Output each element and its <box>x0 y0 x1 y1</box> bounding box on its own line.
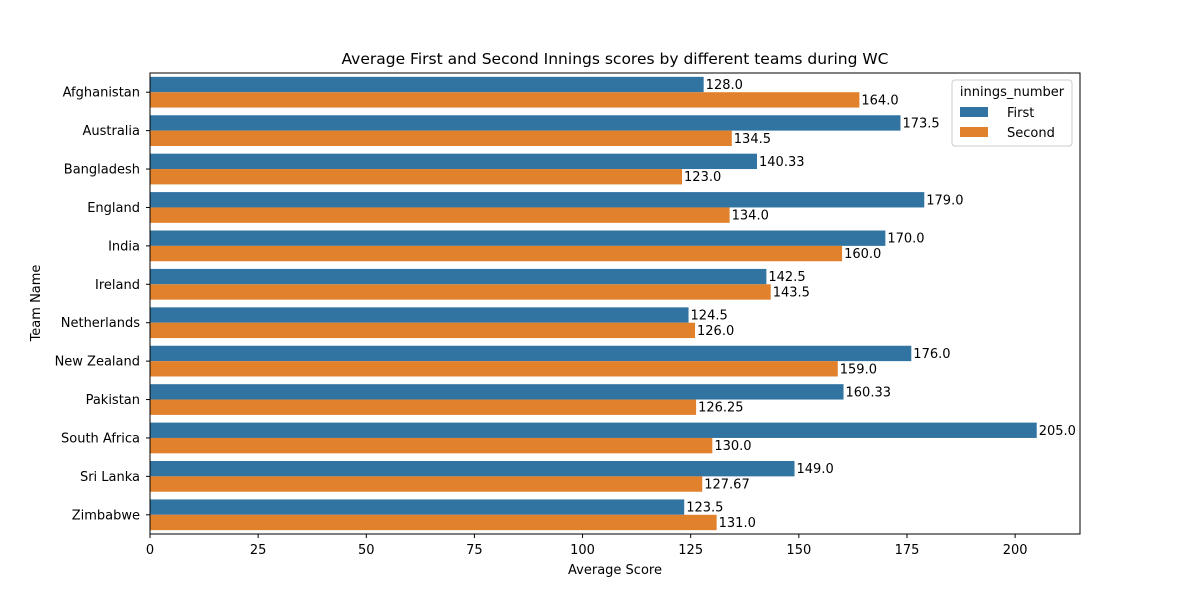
bar-second-6 <box>150 322 696 339</box>
bar-first-7 <box>150 345 912 362</box>
x-tick-label-8: 200 <box>1003 543 1028 558</box>
y-tick-label-11: Zimbabwe <box>72 508 140 523</box>
bar-second-11 <box>150 514 717 531</box>
data-label-first-8: 160.33 <box>846 385 892 400</box>
y-tick-label-3: England <box>87 201 140 216</box>
x-tick-label-4: 100 <box>570 543 595 558</box>
bar-second-1 <box>150 130 732 146</box>
data-label-second-7: 159.0 <box>840 362 877 377</box>
data-label-second-6: 126.0 <box>697 324 734 339</box>
y-tick-label-10: Sri Lanka <box>80 470 140 485</box>
y-axis-title: Team Name <box>29 265 44 343</box>
legend-label-first: First <box>1007 106 1034 121</box>
plot-frame <box>149 72 1081 535</box>
bar-second-3 <box>150 207 730 223</box>
x-tick-label-1: 25 <box>250 543 267 558</box>
data-label-second-5: 143.5 <box>773 285 810 300</box>
bars-layer <box>150 76 1037 531</box>
legend: innings_number First Second <box>951 79 1073 147</box>
bar-first-1 <box>150 115 901 131</box>
y-tick-label-8: Pakistan <box>86 393 140 408</box>
bar-first-3 <box>150 192 925 208</box>
x-tick-label-3: 75 <box>466 543 483 558</box>
bar-second-2 <box>150 169 683 185</box>
chart-title: Average First and Second Innings scores … <box>341 50 888 68</box>
data-label-first-4: 170.0 <box>887 232 924 247</box>
x-tick-label-6: 150 <box>786 543 811 558</box>
bar-second-4 <box>150 245 843 262</box>
y-tick-label-7: New Zealand <box>55 355 140 370</box>
bar-first-10 <box>150 461 795 477</box>
data-label-first-11: 123.5 <box>686 501 723 516</box>
y-tick-label-2: Bangladesh <box>64 163 140 178</box>
data-label-second-11: 131.0 <box>719 516 756 531</box>
y-tick-label-5: Ireland <box>95 278 140 293</box>
y-tick-label-1: Australia <box>82 124 140 139</box>
y-tick-label-6: Netherlands <box>61 316 140 331</box>
data-label-second-8: 126.25 <box>698 401 744 416</box>
data-label-first-3: 179.0 <box>926 193 963 208</box>
data-label-second-0: 164.0 <box>861 93 898 108</box>
bar-second-5 <box>150 284 771 300</box>
data-label-first-9: 205.0 <box>1039 424 1076 439</box>
bar-first-0 <box>150 76 704 93</box>
data-label-first-6: 124.5 <box>691 309 728 324</box>
y-tick-label-9: South Africa <box>61 431 140 446</box>
data-label-second-4: 160.0 <box>844 247 881 262</box>
data-label-first-7: 176.0 <box>913 347 950 362</box>
bar-second-8 <box>150 399 697 415</box>
data-labels-layer: 128.0 173.5 140.33 179.0 170.0 142.5 124.5 176.… <box>684 78 1076 531</box>
y-tick-label-0: Afghanistan <box>63 86 140 101</box>
x-axis-title: Average Score <box>568 563 662 578</box>
bar-second-7 <box>150 361 838 377</box>
bar-first-4 <box>150 230 886 246</box>
data-label-second-1: 134.5 <box>734 132 771 147</box>
bar-second-0 <box>150 92 860 108</box>
bar-first-6 <box>150 307 689 323</box>
bar-first-9 <box>150 422 1037 438</box>
legend-swatch-first <box>960 107 988 117</box>
bar-first-5 <box>150 268 767 285</box>
legend-swatch-second <box>960 127 988 137</box>
bar-second-9 <box>150 437 713 454</box>
data-label-first-2: 140.33 <box>759 155 805 170</box>
data-label-second-3: 134.0 <box>732 209 769 224</box>
axes-layer: Afghanistan Australia Bangladesh England Ind… <box>55 72 1081 558</box>
data-label-second-2: 123.0 <box>684 170 721 185</box>
x-tick-label-5: 125 <box>678 543 703 558</box>
data-label-first-0: 128.0 <box>706 78 743 93</box>
legend-label-second: Second <box>1007 126 1055 141</box>
y-tick-label-4: India <box>108 239 140 254</box>
x-tick-label-0: 0 <box>146 543 154 558</box>
x-tick-label-7: 175 <box>895 543 920 558</box>
bar-first-11 <box>150 499 685 515</box>
bar-first-8 <box>150 384 844 400</box>
data-label-first-10: 149.0 <box>797 462 834 477</box>
x-tick-label-2: 50 <box>358 543 375 558</box>
bar-second-10 <box>150 476 703 492</box>
legend-title: innings_number <box>960 85 1065 100</box>
data-label-first-5: 142.5 <box>768 270 805 285</box>
data-label-first-1: 173.5 <box>902 116 939 131</box>
data-label-second-10: 127.67 <box>704 478 750 493</box>
bar-first-2 <box>150 153 758 170</box>
data-label-second-9: 130.0 <box>714 439 751 454</box>
